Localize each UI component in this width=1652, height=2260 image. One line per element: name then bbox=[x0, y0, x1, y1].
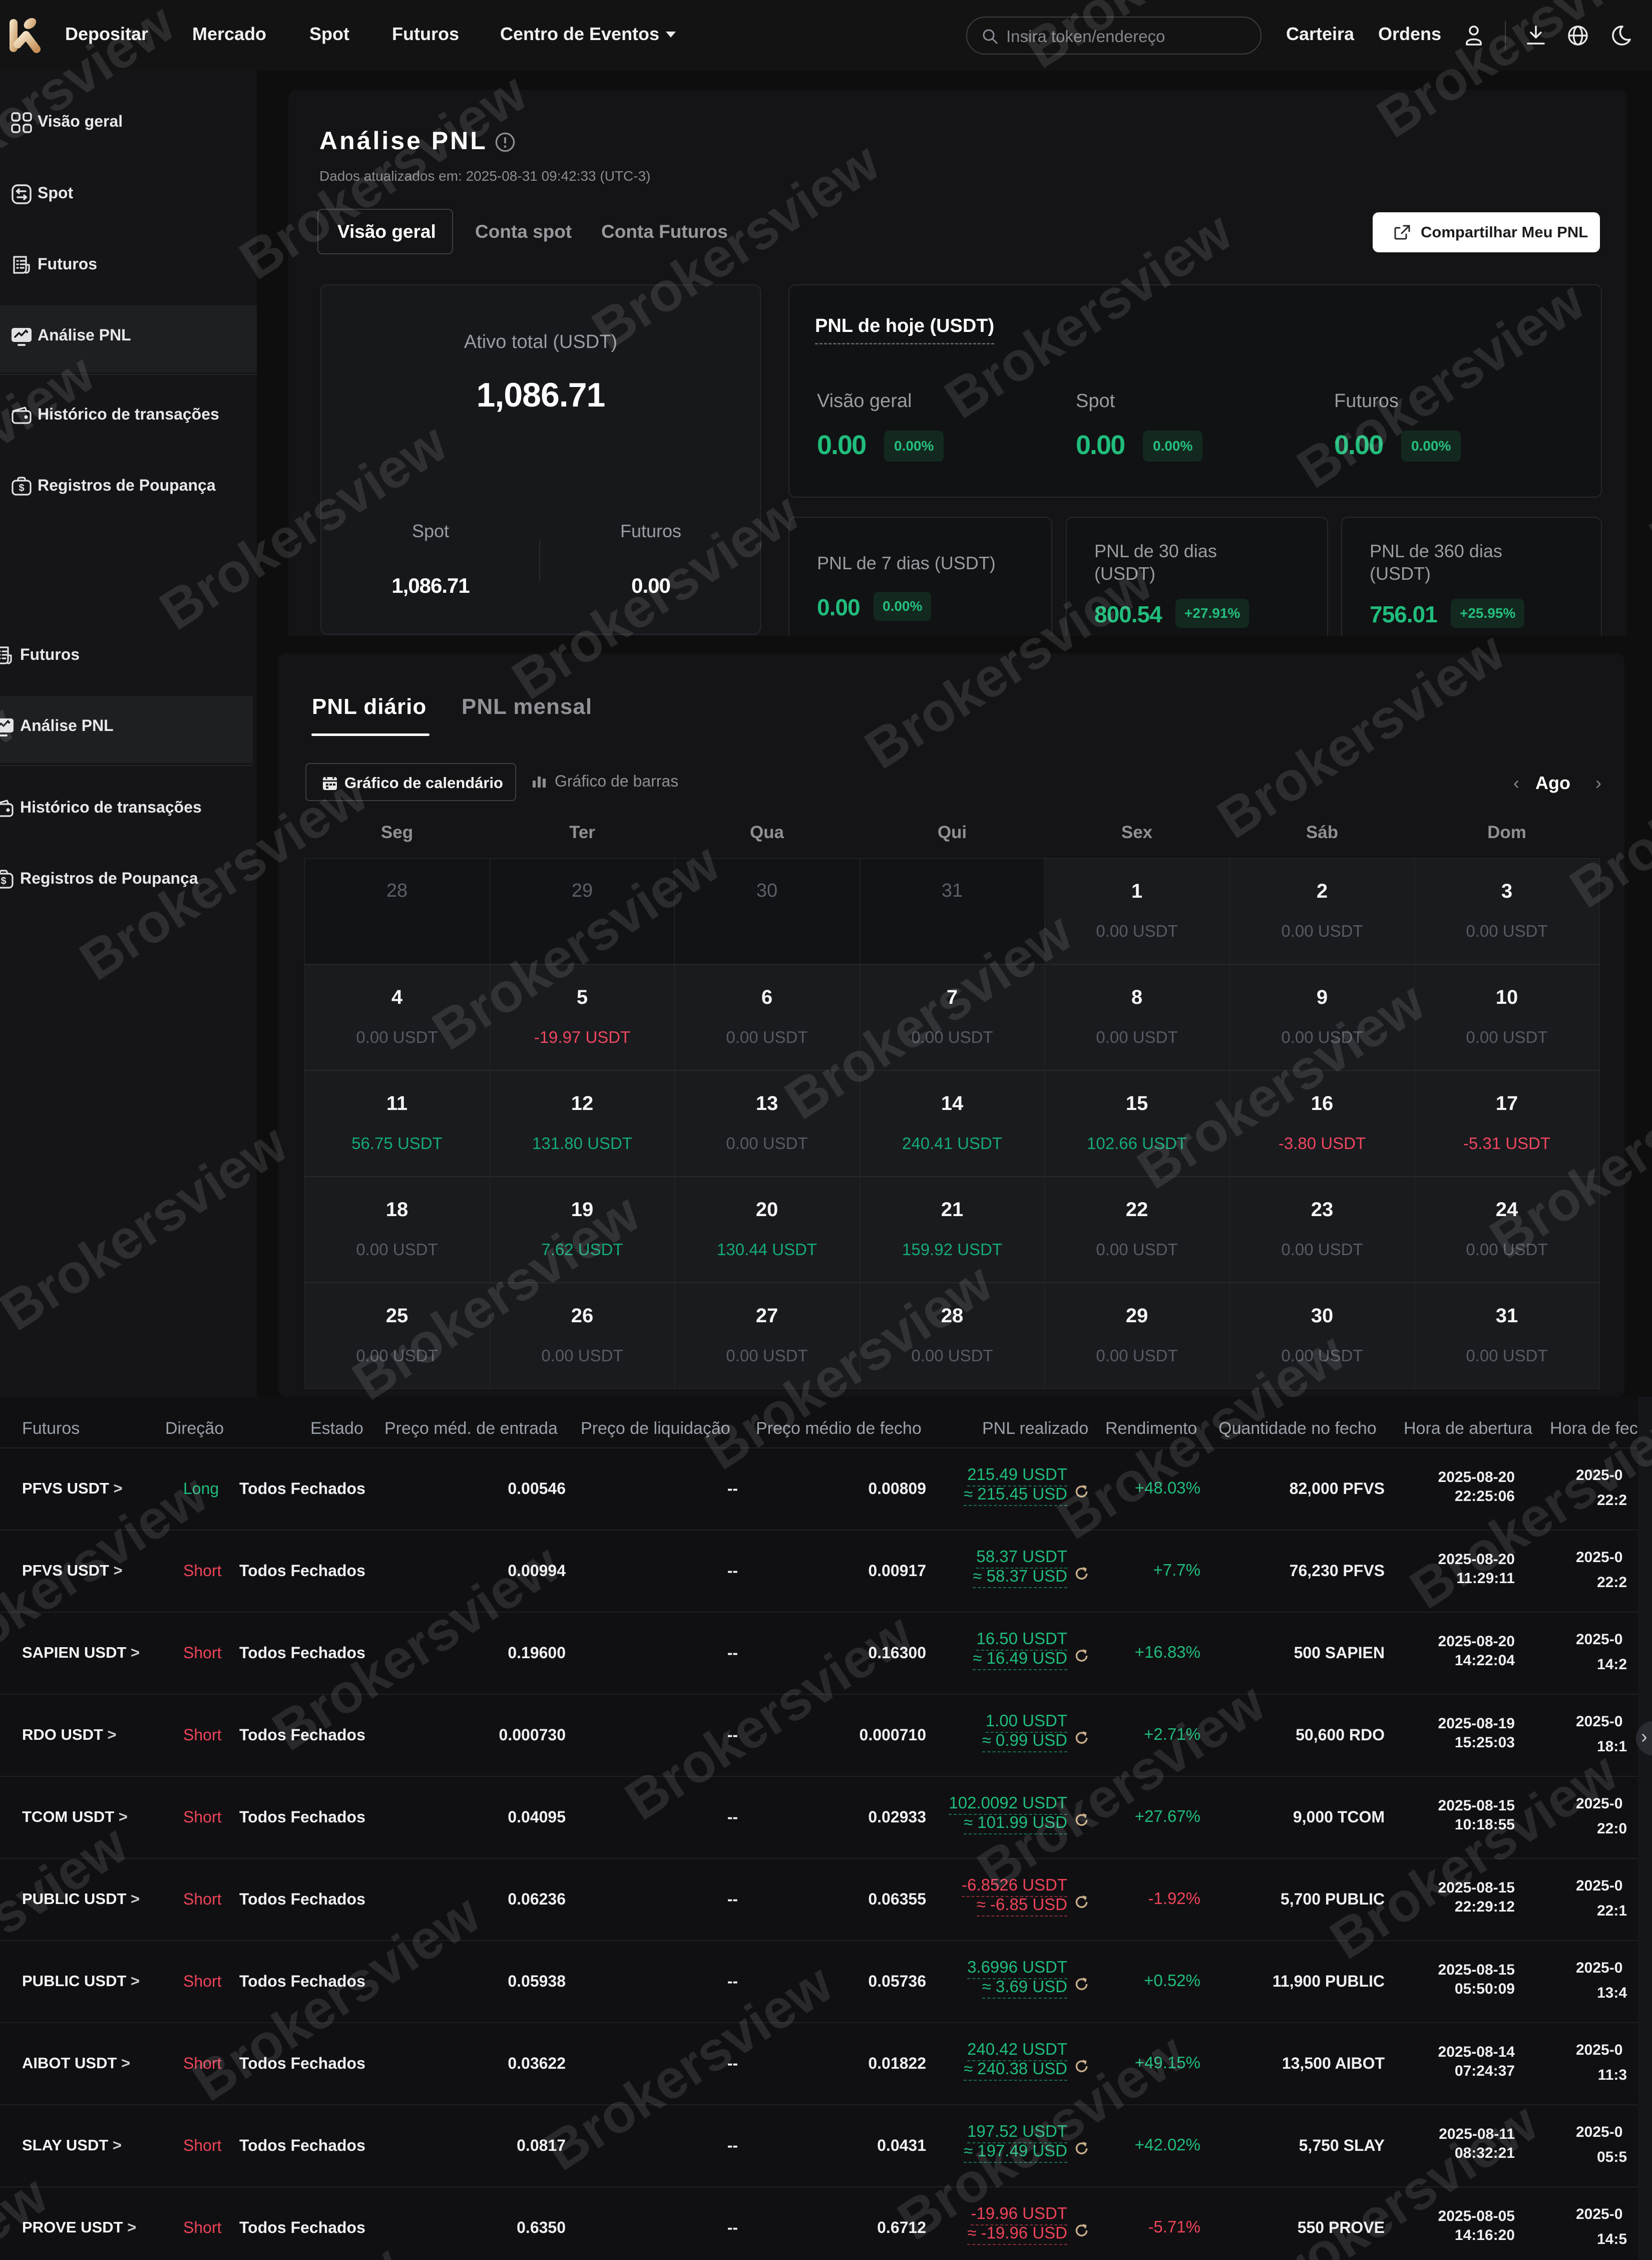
svg-text:$: $ bbox=[19, 483, 24, 494]
svg-text:$: $ bbox=[1, 876, 6, 887]
